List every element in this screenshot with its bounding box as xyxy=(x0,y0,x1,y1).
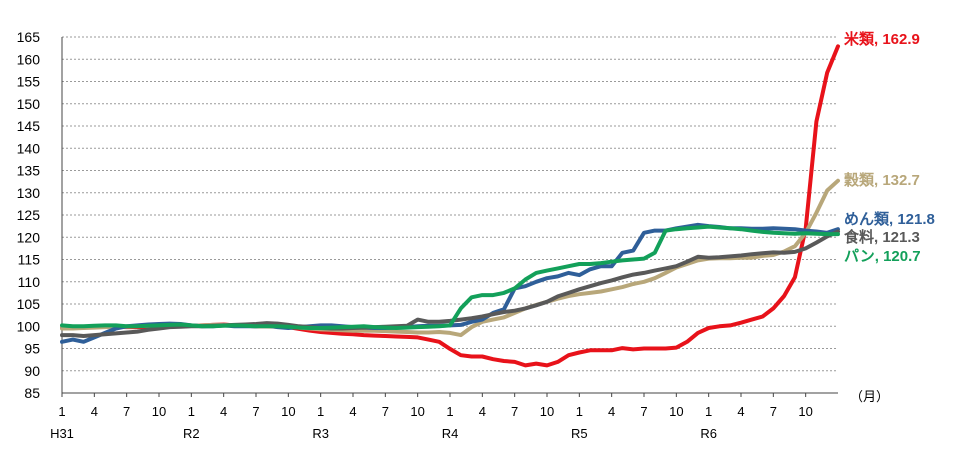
x-tick-label: 4 xyxy=(608,404,615,419)
x-tick-label: 4 xyxy=(737,404,744,419)
y-tick-label: 105 xyxy=(17,296,41,312)
y-tick-label: 110 xyxy=(18,274,41,290)
series-end-label: 米類, 162.9 xyxy=(844,30,920,48)
y-tick-label: 135 xyxy=(17,163,41,179)
x-tick-label: 7 xyxy=(511,404,518,419)
x-tick-label: 10 xyxy=(410,404,424,419)
x-tick-label: 1 xyxy=(58,404,65,419)
series-end-label: 食料, 121.3 xyxy=(844,228,920,246)
y-axis-ticks: 85 90 95 100 105 110 115 120 125 130 135 140 145 150 1… xyxy=(17,29,41,401)
y-tick-label: 115 xyxy=(18,252,41,268)
series-end-label: パン, 120.7 xyxy=(844,248,921,265)
era-labels: H31 R2 R3 R4 R5 R6 xyxy=(50,426,717,441)
y-tick-label: 95 xyxy=(24,341,40,357)
y-tick-label: 125 xyxy=(17,207,41,223)
era-label: R2 xyxy=(183,426,200,441)
series-end-labels: 米類, 162.9 穀類, 132.7 めん類, 121.8食料, 121.3 パン,… xyxy=(843,30,935,265)
series-line xyxy=(60,229,840,338)
series-end-label: 穀類, 132.7 xyxy=(843,171,920,189)
x-tick-label: 7 xyxy=(252,404,259,419)
y-tick-label: 150 xyxy=(17,96,41,112)
y-tick-label: 145 xyxy=(17,118,41,134)
y-tick-label: 165 xyxy=(17,29,41,45)
y-tick-label: 140 xyxy=(17,140,41,156)
y-tick-label: 90 xyxy=(24,363,40,379)
x-tick-label: 10 xyxy=(798,404,812,419)
x-tick-label: 1 xyxy=(317,404,324,419)
era-label: R5 xyxy=(571,426,588,441)
y-tick-label: 130 xyxy=(17,185,41,201)
x-tick-label: 7 xyxy=(123,404,130,419)
x-tick-label: 1 xyxy=(188,404,195,419)
x-tick-label: 4 xyxy=(349,404,356,419)
y-tick-label: 120 xyxy=(17,229,41,245)
series-end-label: めん類, 121.8 xyxy=(844,211,935,228)
x-tick-label: 10 xyxy=(540,404,554,419)
era-label: R4 xyxy=(442,426,459,441)
x-tick-label: 1 xyxy=(446,404,453,419)
series-lines xyxy=(60,44,840,368)
x-tick-label: 1 xyxy=(705,404,712,419)
x-tick-label: 10 xyxy=(152,404,166,419)
era-label: R6 xyxy=(700,426,717,441)
x-tick-label: 4 xyxy=(91,404,98,419)
x-tick-label: 7 xyxy=(640,404,647,419)
series-line xyxy=(60,224,840,330)
series-line xyxy=(60,44,840,368)
x-tick-label: 10 xyxy=(669,404,683,419)
x-tick-label: 7 xyxy=(770,404,777,419)
x-tick-label: 7 xyxy=(382,404,389,419)
x-tick-label: 1 xyxy=(576,404,583,419)
y-tick-label: 155 xyxy=(17,74,41,90)
x-axis-unit: （月） xyxy=(850,389,889,404)
x-tick-label: 10 xyxy=(281,404,295,419)
y-tick-label: 100 xyxy=(17,318,41,334)
x-axis-ticks: 1 4 7 10 1 4 7 10 1 4 7 10 1 4 7 10 1 4 7 10 1 4 7 10 xyxy=(58,393,813,419)
x-tick-label: 4 xyxy=(220,404,227,419)
y-tick-label: 85 xyxy=(24,385,40,401)
era-label: H31 xyxy=(50,426,74,441)
era-label: R3 xyxy=(312,426,329,441)
y-tick-label: 160 xyxy=(17,51,41,67)
x-tick-label: 4 xyxy=(479,404,486,419)
